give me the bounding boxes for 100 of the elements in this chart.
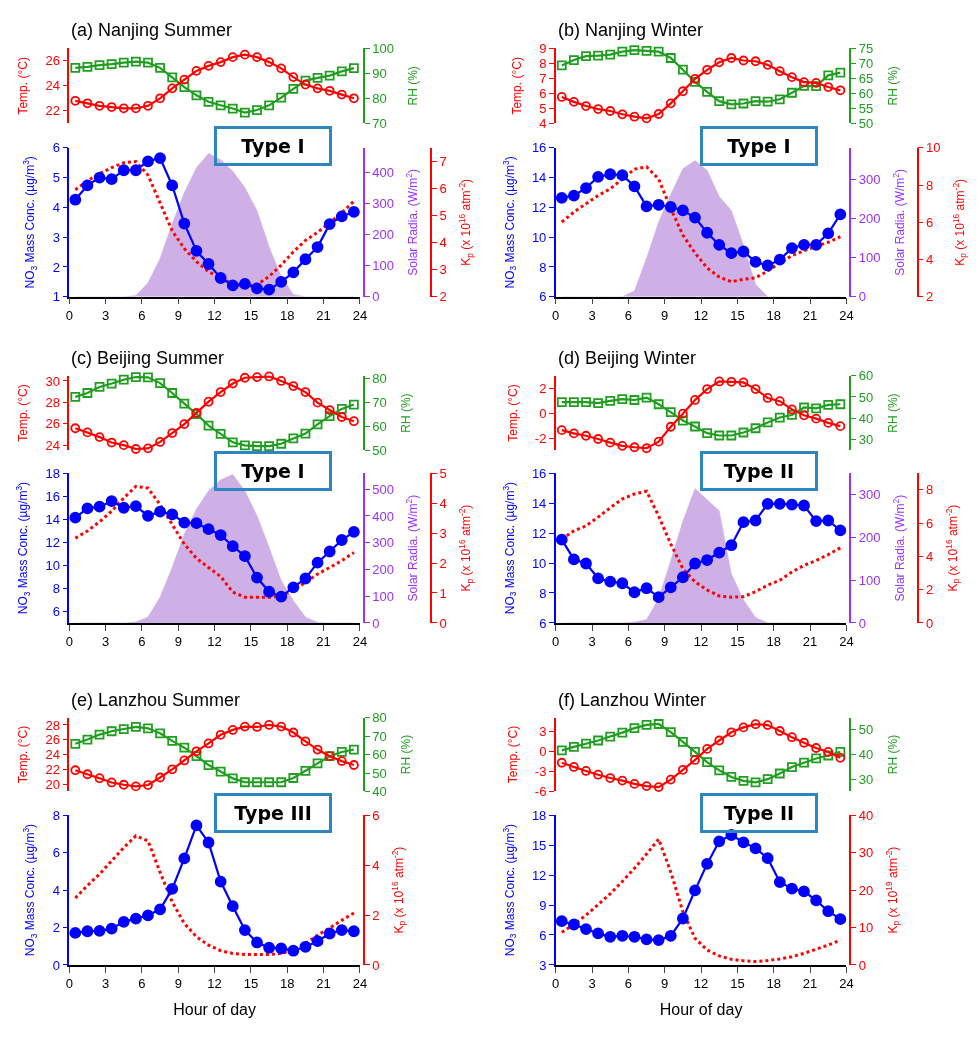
point xyxy=(226,900,239,913)
point xyxy=(702,757,713,768)
point xyxy=(726,772,737,782)
y2-tick-label: 50 xyxy=(858,115,874,131)
y2-tick-label: 200 xyxy=(372,227,394,243)
point xyxy=(155,728,165,739)
point xyxy=(227,103,238,114)
y2-tick-label: 100 xyxy=(372,258,394,274)
y-axis-title: Temp. (°C) xyxy=(16,384,31,442)
x-tick-label: 24 xyxy=(839,976,854,992)
y3-tick-label: 0 xyxy=(439,615,447,631)
y2-tick-label: 10 xyxy=(858,920,874,936)
point xyxy=(568,55,579,65)
point xyxy=(799,410,809,421)
point xyxy=(312,419,323,430)
point xyxy=(202,258,215,270)
y-tick-label: 8 xyxy=(539,259,547,275)
x-tick-label: 21 xyxy=(802,308,818,324)
point xyxy=(689,557,701,570)
y3-tick-label: 5 xyxy=(439,208,447,224)
point xyxy=(593,104,604,114)
y2-tick-label: 60 xyxy=(858,368,874,384)
point xyxy=(652,934,665,946)
y2-tick-label: 2 xyxy=(372,907,380,923)
y3-tick-label: 4 xyxy=(439,235,447,251)
point xyxy=(264,720,275,730)
x-tick-label: 15 xyxy=(730,634,745,650)
x-tick-label: 0 xyxy=(552,634,560,650)
point xyxy=(713,546,726,559)
y2-tick-label: 0 xyxy=(858,957,866,973)
x-tick-label: 24 xyxy=(352,634,368,650)
point xyxy=(276,777,287,788)
point xyxy=(238,278,251,290)
point xyxy=(94,432,105,443)
point xyxy=(726,430,737,441)
y3-tick-label: 4 xyxy=(925,252,934,268)
point xyxy=(227,725,238,735)
point xyxy=(678,737,688,747)
point xyxy=(605,106,616,116)
point xyxy=(689,211,701,224)
point xyxy=(179,742,190,753)
point xyxy=(215,766,226,777)
point xyxy=(203,760,214,770)
point xyxy=(324,70,335,81)
y2-tick-label: 300 xyxy=(372,196,394,212)
point xyxy=(823,82,834,92)
point xyxy=(678,64,688,75)
point xyxy=(154,505,166,518)
point xyxy=(749,842,762,855)
point xyxy=(191,65,202,76)
point xyxy=(335,210,348,223)
point xyxy=(810,515,823,527)
point xyxy=(226,279,239,292)
point xyxy=(726,53,737,63)
point xyxy=(761,852,774,865)
point xyxy=(738,722,749,733)
point xyxy=(130,103,141,114)
x-tick-label: 21 xyxy=(802,634,818,650)
y2-tick-label: 100 xyxy=(858,572,881,588)
point xyxy=(761,497,774,510)
point xyxy=(348,93,359,104)
point xyxy=(264,441,275,452)
y-tick-label: 0 xyxy=(539,405,547,421)
y2-tick-label: 40 xyxy=(858,807,874,823)
point xyxy=(190,819,203,832)
point xyxy=(81,925,94,938)
y-axis-title: Temp. (°C) xyxy=(16,725,31,784)
point xyxy=(580,182,592,195)
y2-tick-label: 300 xyxy=(858,171,881,187)
y2-tick-label: 0 xyxy=(372,289,380,305)
y2-tick-label: 55 xyxy=(858,100,874,116)
point xyxy=(106,59,117,70)
y3-tick-label: 0 xyxy=(925,615,934,631)
y-tick-label: 14 xyxy=(531,170,547,186)
point xyxy=(702,743,713,754)
x-tick-label: 15 xyxy=(243,308,259,324)
point xyxy=(276,438,287,449)
point xyxy=(70,62,81,73)
point xyxy=(616,577,629,590)
x-tick-label: 3 xyxy=(588,308,596,324)
point xyxy=(714,430,725,441)
y2-tick-label: 70 xyxy=(372,394,387,410)
y2-axis-title: RH (%) xyxy=(885,393,900,433)
x-tick-label: 3 xyxy=(101,976,110,992)
x-tick-label: 9 xyxy=(174,308,182,324)
y2-tick-label: 70 xyxy=(372,728,387,744)
x-tick-label: 15 xyxy=(243,976,259,992)
point xyxy=(653,46,664,57)
point xyxy=(714,376,725,387)
point xyxy=(214,529,227,541)
y-tick-label: -6 xyxy=(534,784,547,800)
point xyxy=(311,556,324,569)
point xyxy=(556,425,567,436)
point xyxy=(179,755,190,766)
point xyxy=(239,107,250,118)
point xyxy=(738,98,749,109)
x-tick-label: 21 xyxy=(316,308,331,324)
y-tick-label: 20 xyxy=(45,776,60,792)
y2-axis-title: RH (%) xyxy=(885,734,900,775)
x-tick-label: 6 xyxy=(138,308,146,324)
